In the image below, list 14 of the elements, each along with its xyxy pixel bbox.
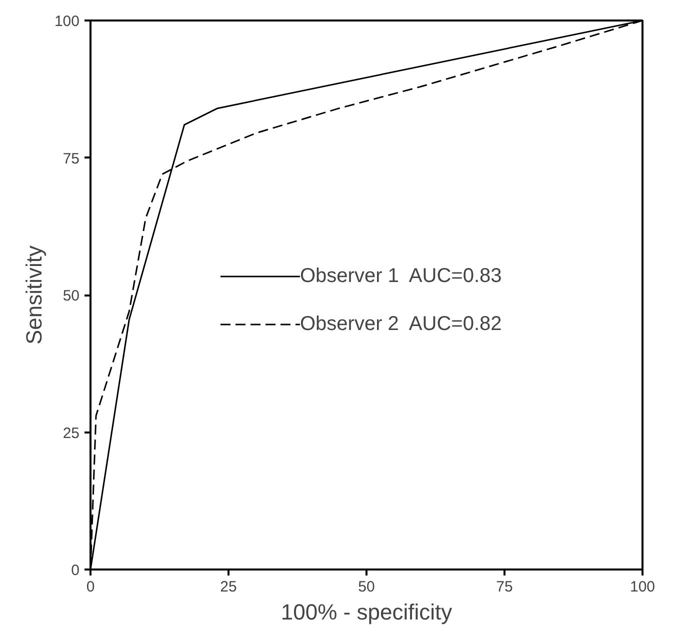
- y-tick-label: 25: [62, 424, 80, 442]
- x-tick-label: 0: [86, 578, 95, 596]
- x-tick-label: 25: [220, 578, 237, 596]
- y-tick-label: 0: [71, 562, 80, 579]
- x-tick-label: 100: [630, 578, 656, 596]
- y-tick-label: 75: [62, 150, 80, 168]
- y-tick-label: 50: [62, 288, 80, 304]
- x-axis-title: 100% - specificity: [280, 600, 452, 624]
- legend-label: Observer 2 AUC=0.82: [300, 312, 502, 336]
- x-tick-label: 50: [358, 578, 375, 596]
- x-tick-label: 75: [496, 578, 513, 596]
- y-tick-label: 100: [54, 13, 80, 30]
- y-axis-title: Sensitivity: [21, 245, 46, 345]
- legend-label: Observer 1 AUC=0.83: [300, 264, 502, 288]
